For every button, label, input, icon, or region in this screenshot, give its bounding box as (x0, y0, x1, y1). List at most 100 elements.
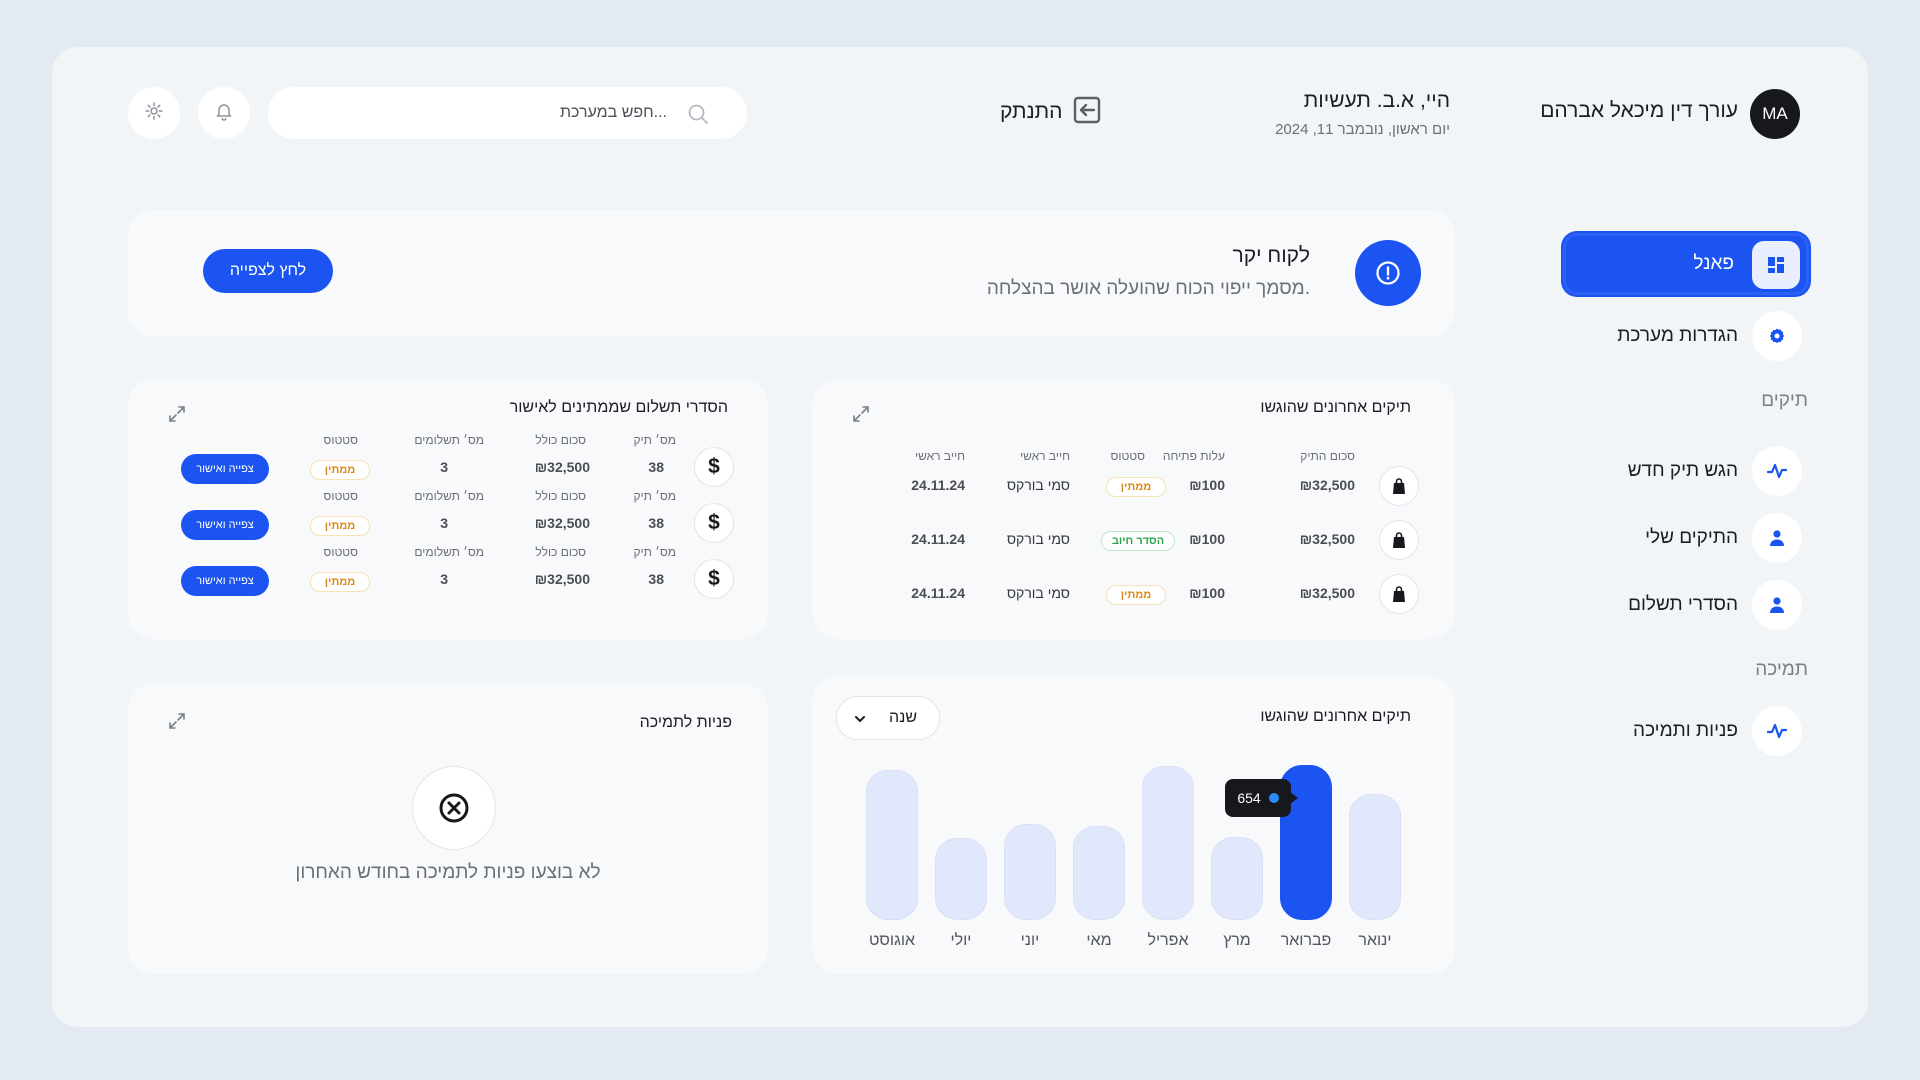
status-badge: הסדר חיוב (1101, 531, 1175, 551)
view-button[interactable]: לחץ לצפייה (203, 249, 333, 293)
chart-bar[interactable] (1004, 824, 1056, 920)
support-card: פניות לתמיכה לא בוצעו פניות לתמיכה בחודש… (128, 684, 768, 974)
expand-icon[interactable] (168, 712, 186, 735)
x-axis-label: אפריל (1147, 932, 1189, 949)
case-debtor: סמי בורקס (1006, 585, 1070, 601)
column-header: סכום התיק (1300, 449, 1355, 463)
case-amount: ₪32,500 (1299, 585, 1355, 601)
status-badge: ממתין (1106, 585, 1166, 605)
column-header: מס׳ תשלומים (414, 545, 484, 559)
column-header: סטטוס (323, 433, 358, 447)
plan-case-number: 38 (648, 515, 664, 531)
expand-icon[interactable] (168, 405, 186, 428)
dashboard-icon (1752, 241, 1800, 289)
chart-bar[interactable] (935, 838, 987, 920)
section-cases: תיקים (1761, 390, 1808, 411)
sidebar-item-label: פאנל (1693, 253, 1734, 274)
settings-button[interactable] (128, 87, 180, 139)
column-header: מס׳ תשלומים (414, 433, 484, 447)
sidebar-item-label: הגש תיק חדש (1627, 460, 1738, 481)
chevron-down-icon (853, 712, 867, 731)
chart-bar[interactable] (1349, 794, 1401, 920)
period-select[interactable]: שנה (836, 696, 940, 740)
empty-state-icon (412, 766, 496, 850)
column-header: מס׳ תיק (633, 545, 676, 559)
plan-total: ₪32,500 (534, 515, 590, 531)
empty-state-message: לא בוצעו פניות לתמיכה בחודש האחרון (295, 862, 601, 883)
case-fee: ₪100 (1189, 585, 1225, 601)
sidebar-item-my-cases[interactable]: התיקים שלי (1560, 513, 1802, 563)
column-header: עלות פתיחה (1162, 449, 1225, 463)
column-header: סטטוס (1110, 449, 1145, 463)
x-axis-label: מאי (1086, 932, 1112, 949)
chart-bar[interactable] (866, 770, 918, 920)
plan-payments-count: 3 (440, 571, 448, 587)
gear-icon (144, 101, 164, 126)
activity-icon (1752, 446, 1802, 496)
logout-button[interactable]: התנתק (1000, 96, 1102, 128)
bar-chart: ינואר פברואר 654 מרץ אפריל מאי יוני יולי אוגוסט (812, 676, 1455, 974)
case-amount: ₪32,500 (1299, 531, 1355, 547)
expand-icon[interactable] (852, 405, 870, 428)
dollar-icon: $ (694, 503, 734, 543)
greeting: היי, א.ב. תעשיות (1303, 89, 1450, 112)
dollar-icon: $ (694, 447, 734, 487)
card-title: פניות לתמיכה (639, 714, 732, 731)
recent-cases-card: תיקים אחרונים שהוגשו סכום התיק עלות פתיחה… (812, 379, 1455, 639)
payment-plans-card: הסדרי תשלום שממתינים לאישור מס׳ תיק סכום … (128, 379, 768, 639)
case-bag-icon (1379, 520, 1419, 560)
chart-card: תיקים אחרונים שהוגשו שנה ינואר פברואר 654 מ… (812, 676, 1455, 974)
case-debtor: סמי בורקס (1006, 477, 1070, 493)
card-title: תיקים אחרונים שהוגשו (1260, 708, 1411, 725)
column-header: מס׳ תשלומים (414, 489, 484, 503)
view-approve-button[interactable]: צפייה ואישור (181, 454, 269, 484)
user-icon (1752, 580, 1802, 630)
avatar[interactable]: MA (1750, 89, 1800, 139)
plan-case-number: 38 (648, 459, 664, 475)
view-approve-button[interactable]: צפייה ואישור (181, 566, 269, 596)
x-axis-label: פברואר (1280, 932, 1332, 949)
column-header: חייב ראשי (915, 449, 965, 463)
notifications-button[interactable] (198, 87, 250, 139)
alert-icon (1355, 240, 1421, 306)
chart-bar[interactable] (1211, 837, 1263, 920)
section-support: תמיכה (1755, 659, 1808, 680)
user-name: עורך דין מיכאל אברהם (1540, 99, 1738, 122)
case-amount: ₪32,500 (1299, 477, 1355, 493)
x-axis-label: יוני (1020, 932, 1040, 949)
tooltip-dot (1268, 793, 1279, 803)
status-badge: ממתין (310, 460, 370, 480)
plan-case-number: 38 (648, 571, 664, 587)
tooltip-arrow (1290, 792, 1298, 804)
plan-total: ₪32,500 (534, 571, 590, 587)
sidebar-item-payment-plans[interactable]: הסדרי תשלום (1560, 580, 1802, 630)
sidebar-item-new-case[interactable]: הגש תיק חדש (1560, 446, 1802, 496)
plan-total: ₪32,500 (534, 459, 590, 475)
search-input[interactable]: חפש במערכת... (268, 87, 747, 139)
column-header: סכום כולל (535, 433, 586, 447)
chart-bar[interactable] (1073, 826, 1125, 920)
sidebar-item-label: התיקים שלי (1645, 527, 1738, 548)
card-title: תיקים אחרונים שהוגשו (1260, 399, 1411, 416)
case-date: 24.11.24 (911, 477, 965, 493)
column-header: סטטוס (323, 545, 358, 559)
search-placeholder: חפש במערכת... (560, 104, 667, 121)
banner-message: מסמך ייפוי הכוח שהועלה אושר בהצלחה. (986, 278, 1310, 299)
plan-payments-count: 3 (440, 515, 448, 531)
tooltip-value: 654 (1237, 790, 1261, 806)
search-icon (687, 103, 709, 130)
chart-bar[interactable] (1142, 766, 1194, 920)
x-axis-label: יולי (950, 932, 972, 949)
dollar-icon: $ (694, 559, 734, 599)
user-icon (1752, 513, 1802, 563)
x-axis-label: אוגוסט (868, 932, 916, 949)
column-header: מס׳ תיק (633, 489, 676, 503)
sidebar-item-dashboard[interactable]: פאנל (1563, 233, 1809, 295)
case-fee: ₪100 (1189, 531, 1225, 547)
sidebar-item-settings[interactable]: הגדרות מערכת (1600, 311, 1802, 361)
case-debtor: סמי בורקס (1006, 531, 1070, 547)
plan-payments-count: 3 (440, 459, 448, 475)
view-approve-button[interactable]: צפייה ואישור (181, 510, 269, 540)
date-text: יום ראשון, נובמבר 11, 2024 (1275, 121, 1450, 138)
sidebar-item-support[interactable]: פניות ותמיכה (1560, 706, 1802, 756)
